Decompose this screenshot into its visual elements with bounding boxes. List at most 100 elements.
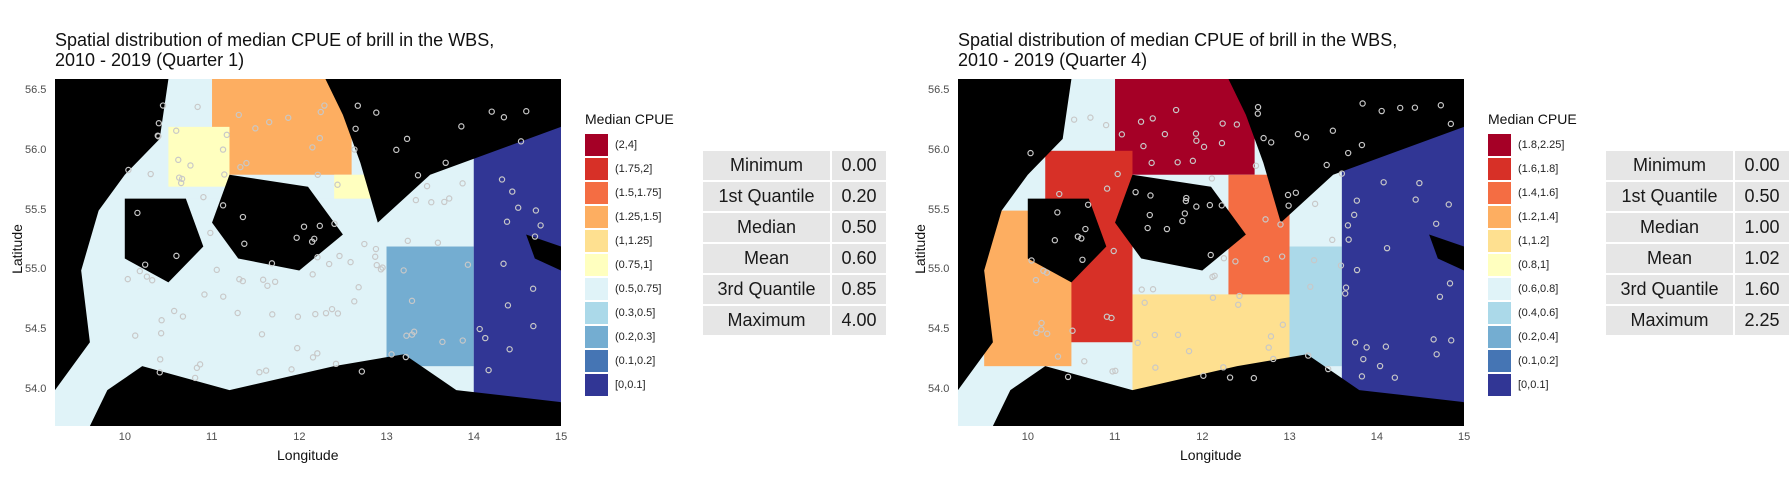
survey-point xyxy=(1329,127,1337,134)
legend-label: (0.4,0.6] xyxy=(1518,307,1559,319)
survey-point xyxy=(372,245,380,253)
survey-point xyxy=(403,135,411,143)
cpue-zone-0 xyxy=(212,79,352,175)
stat-value: 0.50 xyxy=(832,213,886,242)
survey-point xyxy=(1250,374,1258,382)
cpue-zone-0 xyxy=(1115,79,1255,175)
survey-point xyxy=(124,275,131,283)
survey-point xyxy=(1270,355,1277,363)
legend-swatch xyxy=(1488,254,1511,276)
chart-title-line-2: 2010 - 2019 (Quarter 4) xyxy=(958,50,1148,70)
survey-point xyxy=(402,353,410,361)
survey-point xyxy=(1200,372,1207,379)
survey-point xyxy=(1208,175,1216,182)
survey-point xyxy=(1380,179,1387,186)
legend-swatch xyxy=(585,302,608,324)
survey-point xyxy=(1219,120,1226,127)
map-svg xyxy=(55,79,561,426)
survey-point xyxy=(354,102,362,109)
legend-label: (1.5,1.75] xyxy=(615,187,662,199)
survey-point xyxy=(1338,170,1346,177)
stat-name: Maximum xyxy=(703,306,830,335)
legend-swatch xyxy=(1488,326,1511,348)
survey-point xyxy=(294,344,301,352)
survey-point xyxy=(1148,159,1155,167)
survey-point xyxy=(1069,327,1076,334)
legend-label: (0.2,0.4] xyxy=(1518,331,1559,343)
legend-label: (0.6,0.8] xyxy=(1518,283,1559,295)
summary-stats-table: Minimum 0.00 1st Quantile 0.20 Median 0.50 Mea… xyxy=(701,149,888,337)
survey-point xyxy=(1358,373,1366,380)
legend-swatch xyxy=(1488,182,1511,204)
survey-point xyxy=(1103,313,1111,320)
stat-row: 1st Quantile 0.50 xyxy=(1606,182,1789,211)
survey-point xyxy=(1226,374,1234,381)
survey-point xyxy=(262,367,270,374)
survey-point xyxy=(459,180,466,187)
stat-row: 1st Quantile 0.20 xyxy=(703,182,886,211)
legend-label: (0.3,0.5] xyxy=(615,307,656,319)
survey-point xyxy=(220,293,227,300)
survey-point xyxy=(503,218,511,225)
survey-point xyxy=(439,338,446,346)
survey-point xyxy=(517,138,525,145)
survey-point xyxy=(388,351,395,358)
survey-point xyxy=(358,368,366,375)
legend-item: (0.6,0.8] xyxy=(1488,277,1577,301)
legend-item: (1.4,1.6] xyxy=(1488,181,1577,205)
legend-label: (0.2,0.3] xyxy=(615,331,656,343)
survey-point xyxy=(322,309,330,317)
survey-point xyxy=(371,253,379,260)
survey-point xyxy=(1174,331,1182,339)
survey-point xyxy=(1146,211,1153,219)
legend-item: (1.6,1.8] xyxy=(1488,157,1577,181)
survey-point xyxy=(332,360,340,368)
legend-swatch xyxy=(1488,278,1511,300)
survey-point xyxy=(136,267,144,275)
land-mass-1 xyxy=(124,198,204,283)
survey-point xyxy=(442,159,449,167)
legend-item: (0.8,1] xyxy=(1488,253,1577,277)
survey-point xyxy=(1032,276,1040,284)
survey-point xyxy=(446,195,453,202)
legend-swatch xyxy=(1488,302,1511,324)
survey-point xyxy=(1102,121,1110,129)
survey-point xyxy=(316,222,324,230)
survey-point xyxy=(1033,329,1040,337)
survey-point xyxy=(1134,339,1141,347)
survey-point xyxy=(158,317,165,324)
legend-swatch xyxy=(585,182,608,204)
stat-row: Maximum 2.25 xyxy=(1606,306,1789,335)
survey-point xyxy=(1285,202,1292,209)
survey-point xyxy=(1267,333,1275,340)
x-tick-label: 10 xyxy=(118,431,132,443)
survey-point xyxy=(1147,192,1154,199)
survey-point xyxy=(177,179,185,187)
survey-point xyxy=(1183,194,1190,202)
survey-point xyxy=(488,108,495,115)
stat-name: Maximum xyxy=(1606,306,1733,335)
survey-point xyxy=(1342,290,1349,297)
cpue-zone-5 xyxy=(1289,246,1342,367)
survey-point xyxy=(428,199,435,206)
survey-point xyxy=(1235,301,1242,308)
survey-point xyxy=(157,356,164,363)
survey-point xyxy=(328,305,336,313)
survey-point xyxy=(485,366,492,374)
survey-point xyxy=(509,188,516,195)
survey-point xyxy=(1109,368,1116,375)
survey-point xyxy=(1437,102,1445,109)
y-tick-label: 54.5 xyxy=(928,323,950,336)
survey-point xyxy=(173,252,180,260)
survey-point xyxy=(331,220,338,228)
legend-swatch xyxy=(585,350,608,372)
legend-title: Median CPUE xyxy=(1488,111,1577,127)
survey-point xyxy=(1267,139,1275,146)
survey-point xyxy=(351,298,358,305)
stat-value: 0.00 xyxy=(1735,151,1789,180)
survey-point xyxy=(514,204,522,211)
legend-swatch xyxy=(585,134,608,156)
x-tick-label: 12 xyxy=(293,431,306,443)
y-tick-label: 54.0 xyxy=(25,383,47,396)
survey-point xyxy=(259,276,267,283)
